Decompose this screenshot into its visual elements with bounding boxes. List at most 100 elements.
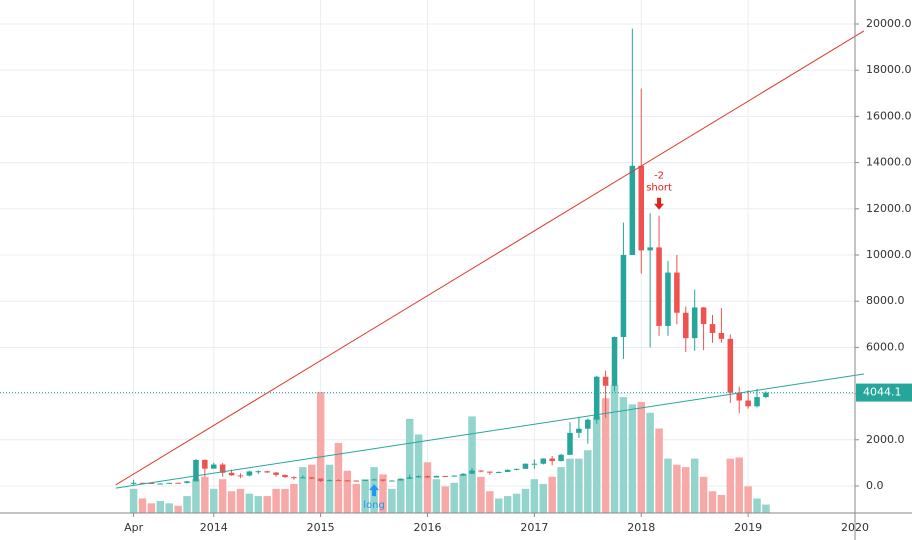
y-tick-label: 8000.0 [866,294,905,307]
candle-body [308,477,315,479]
volume-bar [708,491,717,513]
volume-bar [450,482,458,513]
volume-bar [548,476,556,513]
x-tick-label: 2020 [841,521,869,534]
candle-body [157,483,164,485]
trend-line [115,30,865,486]
candle-body [754,397,760,407]
candle-body [638,165,645,251]
y-tick-label: 2000.0 [866,433,905,446]
grid [0,0,856,513]
candle-body [602,376,609,386]
candle-body [487,471,493,473]
volume-bar [762,504,770,513]
volume-bar [459,474,467,513]
volume-bar [637,401,645,513]
volume-bar [717,494,726,513]
volume-bar [682,467,690,513]
candle-body [504,469,511,472]
volume-bar [325,464,334,513]
candle-body [353,480,360,482]
x-tick-label: Apr [124,521,144,534]
candle-body [362,479,368,481]
candle-body [460,473,466,476]
volume-bar [423,462,432,513]
candle-body [451,475,457,477]
volume-bar [165,503,173,513]
volume-bar [236,488,245,513]
x-tick-label: 2018 [627,521,655,534]
candle-body [389,480,395,482]
volume-bar [539,484,548,513]
volume-bar [299,467,307,513]
y-tick-label: 12000.0 [866,202,912,215]
volume-bar [495,498,503,513]
candle-body [166,482,172,484]
volume-bar [307,464,316,513]
candle-body [184,481,190,483]
candle-body [380,479,386,481]
candle-body [371,479,377,481]
candle-body [531,463,538,465]
volume-bar [512,493,521,513]
candle-body [593,376,600,420]
volume-bar [272,488,280,513]
volume-bar [397,479,405,513]
candle-body [219,464,226,473]
volume-bar [503,496,512,513]
candle-body [130,482,137,484]
candle-body [210,464,217,469]
volume-bar [245,493,254,513]
volume-bar [405,418,414,513]
volume-bar [147,503,156,513]
y-tick-label: 6000.0 [866,340,905,353]
candle-body [736,392,742,401]
volume-bar [477,476,485,513]
volume-bar [619,397,628,513]
x-tick-label: 2017 [520,521,548,534]
x-tick-label: 2016 [414,521,442,534]
signal-label: -2 [654,171,664,182]
signal-text: short [646,183,672,194]
candle-body [718,332,725,339]
candle-body [656,247,662,326]
price-label-box [856,383,912,402]
candle-body [415,476,422,478]
volume-bar [441,486,450,513]
candle-body [326,480,333,482]
y-tick-label: 20000.0 [866,17,912,30]
volume-bar [735,457,743,513]
volume-bar [192,479,200,513]
candle-body [745,400,751,407]
candle-body [175,482,181,484]
volume-bar [183,496,191,513]
volume-bar [254,496,263,513]
volume-bar [673,464,681,513]
candle-body [193,459,199,482]
candle-body [611,337,618,386]
volume-bar [263,496,271,513]
y-tick-label: 16000.0 [866,109,912,122]
volume-bar [210,488,218,513]
volume-bar [744,486,752,513]
candle-body [255,471,262,473]
volume-bar [174,505,182,513]
volume-bar [575,458,583,513]
x-tick-label: 2019 [734,521,762,534]
candle-body [424,476,431,478]
volume-bar [156,500,165,513]
candle-body [264,471,270,473]
candle-body [647,247,653,251]
candle-body [282,474,288,478]
volume-bar [138,498,147,513]
candle-body [576,428,582,433]
candle-body [273,472,279,475]
volume-bar [414,434,423,513]
volume-bar [218,479,227,513]
volume-bar [227,491,236,513]
volume-bar [388,488,396,513]
candle-body [567,432,573,455]
volume-bar [290,484,298,513]
y-tick-label: 0.0 [866,479,884,492]
